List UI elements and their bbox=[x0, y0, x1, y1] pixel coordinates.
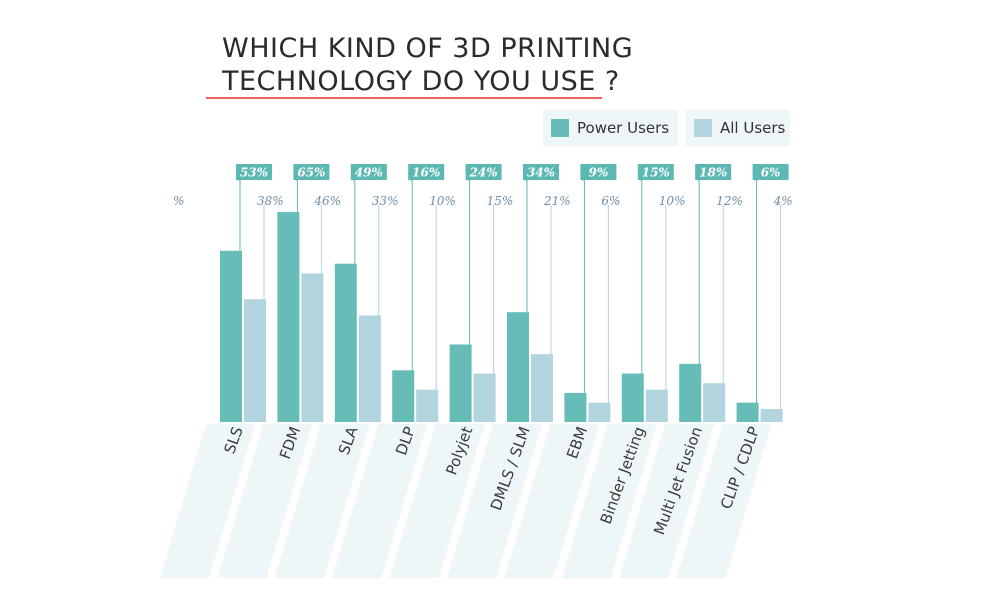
legend-item-all-users: All Users bbox=[686, 110, 790, 146]
data-label-all-users: 4% bbox=[773, 194, 793, 208]
legend-item-power-users: Power Users bbox=[543, 110, 678, 146]
bar-all-users bbox=[301, 273, 324, 422]
data-label-all-users: 10% bbox=[659, 194, 686, 208]
category-band bbox=[447, 424, 542, 578]
bar-power-users bbox=[449, 344, 472, 422]
data-label-box-power-users bbox=[752, 164, 789, 180]
data-label-box-power-users bbox=[580, 164, 617, 180]
data-label-box-power-users bbox=[637, 164, 674, 180]
data-label-power-users: 15% bbox=[642, 166, 670, 180]
legend-label-all-users: All Users bbox=[720, 119, 786, 137]
bar-power-users bbox=[564, 392, 587, 422]
category-band bbox=[332, 424, 428, 578]
data-label-box-power-users bbox=[523, 164, 559, 180]
data-label-box-power-users bbox=[465, 164, 502, 180]
legend-swatch-all-users bbox=[694, 119, 712, 137]
title-underline bbox=[206, 97, 602, 99]
data-label-power-users: 6% bbox=[761, 166, 781, 180]
category-band bbox=[389, 424, 485, 578]
bar-all-users bbox=[703, 383, 726, 422]
bar-all-users bbox=[473, 373, 496, 422]
data-label-all-users: 10% bbox=[429, 194, 456, 208]
data-label-all-users: 12% bbox=[716, 194, 743, 208]
bar-all-users bbox=[531, 354, 553, 422]
data-label-all-users: 33% bbox=[372, 194, 399, 208]
bar-all-users bbox=[645, 389, 668, 422]
data-label-box-power-users bbox=[293, 164, 330, 180]
category-band bbox=[561, 424, 657, 578]
cropped-label: % bbox=[173, 194, 184, 208]
category-band bbox=[160, 424, 255, 578]
data-label-all-users: 6% bbox=[601, 194, 620, 208]
data-label-power-users: 65% bbox=[297, 166, 325, 180]
bar-power-users bbox=[277, 212, 300, 422]
data-label-all-users: 46% bbox=[313, 194, 341, 208]
category-band bbox=[217, 424, 313, 578]
legend-swatch-power-users bbox=[551, 119, 569, 137]
data-label-all-users: 15% bbox=[487, 194, 514, 208]
data-label-box-power-users bbox=[695, 164, 732, 180]
chart-title-line-1: WHICH KIND OF 3D PRINTING bbox=[222, 33, 634, 64]
bar-power-users bbox=[679, 363, 702, 422]
bar-power-users bbox=[621, 373, 644, 422]
bar-power-users bbox=[220, 250, 242, 422]
data-label-box-power-users bbox=[350, 164, 387, 180]
bar-all-users bbox=[244, 299, 266, 422]
data-label-box-power-users bbox=[408, 164, 445, 180]
bar-power-users bbox=[392, 370, 415, 422]
category-band bbox=[676, 424, 772, 578]
bar-power-users bbox=[507, 312, 529, 422]
legend-label-power-users: Power Users bbox=[577, 119, 670, 137]
data-label-all-users: 38% bbox=[257, 194, 284, 208]
data-label-power-users: 53% bbox=[240, 166, 268, 180]
data-label-power-users: 24% bbox=[469, 166, 498, 180]
data-label-power-users: 9% bbox=[589, 166, 609, 180]
category-band bbox=[619, 424, 715, 578]
data-label-power-users: 16% bbox=[412, 166, 440, 180]
data-label-power-users: 34% bbox=[527, 166, 555, 180]
bar-all-users bbox=[588, 402, 611, 422]
bar-all-users bbox=[358, 315, 381, 422]
bar-power-users bbox=[334, 263, 357, 422]
data-label-power-users: 49% bbox=[355, 166, 383, 180]
data-label-all-users: 21% bbox=[543, 194, 571, 208]
data-label-box-power-users bbox=[236, 164, 272, 180]
bar-power-users bbox=[736, 402, 759, 422]
category-band bbox=[504, 424, 600, 578]
bar-all-users bbox=[416, 389, 439, 422]
bar-all-users bbox=[760, 409, 783, 422]
data-label-power-users: 18% bbox=[699, 166, 727, 180]
category-band bbox=[274, 424, 370, 578]
chart-title-line-2: TECHNOLOGY DO YOU USE ? bbox=[222, 66, 620, 97]
